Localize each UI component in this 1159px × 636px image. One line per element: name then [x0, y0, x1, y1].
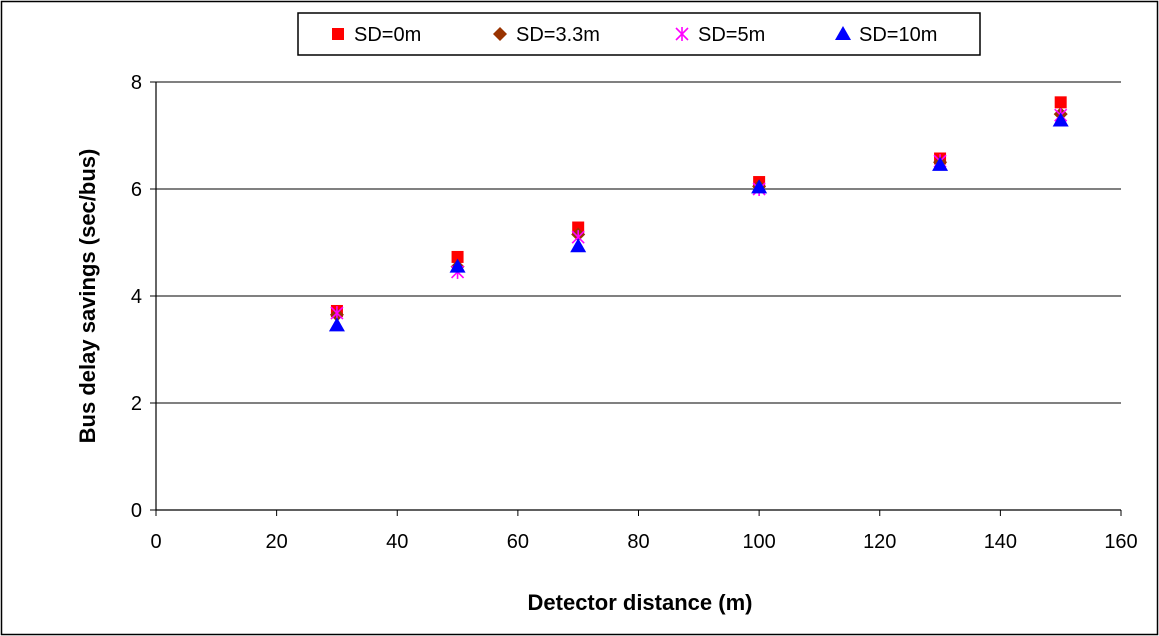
- point-sd-0m-150: [1054, 96, 1067, 109]
- x-tick-label-160: 160: [1104, 531, 1137, 553]
- legend-marker-sd-5m: [675, 27, 689, 41]
- data-points: [328, 96, 1069, 332]
- legend-marker-sd-3-3m: [493, 27, 507, 41]
- legend-label-sd-0m: SD=0m: [354, 24, 421, 46]
- point-sd-10m-130: [932, 156, 949, 171]
- point-sd-10m-50: [449, 258, 466, 273]
- legend: SD=0m SD=3.3m SD=5m SD=10m: [297, 12, 981, 56]
- gridlines: [156, 81, 1121, 404]
- legend-box: [297, 12, 981, 56]
- y-tick-label-8: 8: [131, 72, 142, 94]
- legend-label-sd-5m: SD=5m: [698, 24, 765, 46]
- x-tick-label-140: 140: [984, 531, 1017, 553]
- point-sd-10m-30: [328, 317, 345, 332]
- legend-marker-sd-10m: [835, 26, 851, 40]
- y-tick-label-2: 2: [131, 393, 142, 415]
- point-sd-10m-150: [1052, 112, 1069, 127]
- x-tick-label-0: 0: [150, 531, 161, 553]
- axes: [150, 81, 1122, 516]
- x-axis-label: Detector distance (m): [528, 590, 753, 615]
- legend-label-sd-3-3m: SD=3.3m: [516, 24, 600, 46]
- y-tick-label-6: 6: [131, 179, 142, 201]
- point-sd-0m-50: [451, 250, 464, 263]
- legend-label-sd-10m: SD=10m: [859, 24, 937, 46]
- x-tick-label-20: 20: [266, 531, 288, 553]
- x-tick-label-100: 100: [742, 531, 775, 553]
- y-tick-label-4: 4: [131, 286, 142, 308]
- y-tick-label-0: 0: [131, 500, 142, 522]
- x-tick-label-80: 80: [627, 531, 649, 553]
- x-tick-label-120: 120: [863, 531, 896, 553]
- y-axis-label: Bus delay savings (sec/bus): [75, 149, 100, 444]
- point-sd-10m-100: [751, 179, 768, 194]
- legend-marker-sd-0m: [332, 28, 344, 40]
- x-tick-label-40: 40: [386, 531, 408, 553]
- x-tick-label-60: 60: [507, 531, 529, 553]
- point-sd-10m-70: [570, 238, 587, 253]
